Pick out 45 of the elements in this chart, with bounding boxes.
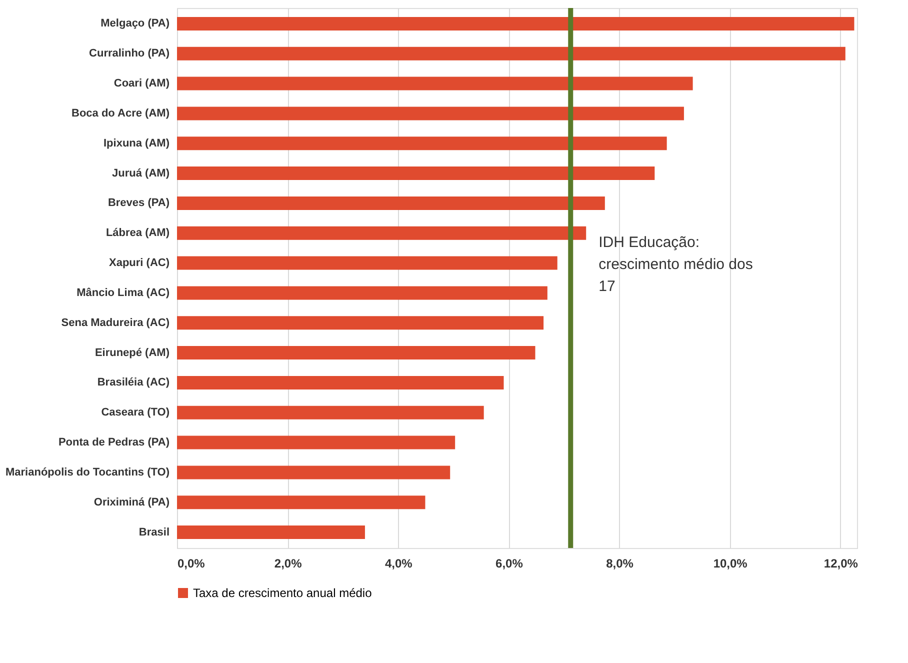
- bar: [177, 286, 548, 300]
- bar: [177, 466, 450, 480]
- bar: [177, 256, 558, 270]
- bar: [177, 436, 456, 450]
- bar: [177, 136, 667, 150]
- y-tick-label: Boca do Acre (AM): [72, 107, 170, 120]
- y-tick-label: Oriximiná (PA): [94, 496, 170, 508]
- bar: [177, 106, 684, 120]
- x-tick-label: 8,0%: [606, 556, 634, 570]
- bar: [177, 16, 854, 30]
- x-tick-label: 2,0%: [274, 556, 302, 570]
- bar: [177, 196, 605, 210]
- bar: [177, 496, 426, 510]
- bar: [177, 346, 536, 360]
- x-tick-label: 12,0%: [824, 556, 858, 570]
- x-tick-label: 4,0%: [384, 556, 413, 570]
- y-tick-label: Brasil: [138, 526, 170, 538]
- bar: [177, 166, 655, 180]
- bar: [177, 316, 544, 330]
- x-tick-label: 10,0%: [713, 556, 748, 570]
- y-tick-label: Lábrea (AM): [106, 227, 170, 240]
- y-tick-label: Eirunepé (AM): [94, 346, 170, 359]
- legend-label: Taxa de crescimento anual médio: [193, 586, 372, 600]
- y-tick-label: Caseara (TO): [101, 406, 170, 419]
- bar: [177, 406, 484, 420]
- y-tick-label: Ipixuna (AM): [104, 137, 170, 150]
- y-tick-label: Curralinho (PA): [89, 48, 170, 60]
- y-tick-label: Marianópolis do Tocantins (TO): [6, 466, 170, 478]
- bar: [177, 376, 504, 390]
- bar: [177, 76, 693, 90]
- y-tick-label: Brasiléia (AC): [97, 376, 170, 389]
- y-tick-label: Mâncio Lima (AC): [76, 286, 170, 299]
- y-tick-label: Sena Madureira (AC): [61, 316, 170, 329]
- y-tick-label: Coari (AM): [114, 78, 170, 90]
- bar: [177, 226, 586, 240]
- ref-line-label: IDH Educação: crescimento médio dos 17: [598, 234, 753, 295]
- y-tick-label: Ponta de Pedras (PA): [58, 436, 170, 449]
- x-tick-label: 6,0%: [496, 556, 524, 570]
- x-tick-label: 0,0%: [178, 556, 206, 570]
- y-tick-label: Juruá (AM): [112, 167, 170, 180]
- bar: [177, 46, 846, 60]
- y-tick-label: Xapuri (AC): [109, 257, 170, 270]
- y-tick-label: Breves (PA): [108, 197, 170, 210]
- bar: [177, 526, 365, 540]
- y-tick-label: Melgaço (PA): [100, 18, 170, 30]
